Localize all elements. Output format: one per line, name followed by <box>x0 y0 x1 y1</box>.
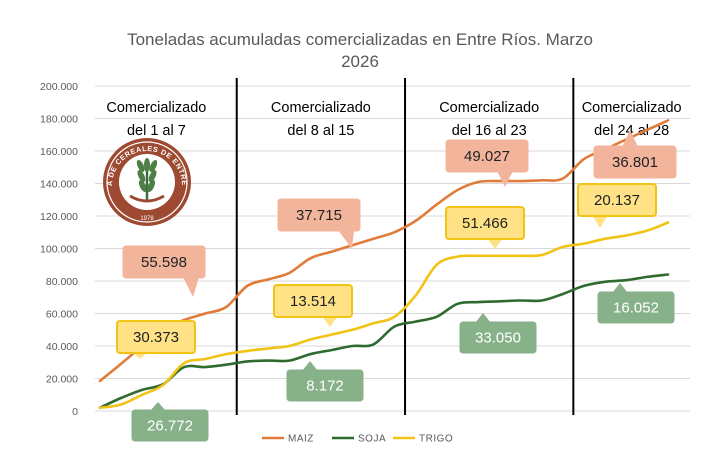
y-tick-label: 40.000 <box>46 341 78 353</box>
callout-box <box>122 245 206 279</box>
legend-label: SOJA <box>358 434 386 445</box>
callout-soja: 26.772 <box>131 402 209 442</box>
callout-box <box>131 409 209 442</box>
callout-value: 20.137 <box>594 192 640 209</box>
legend: MAIZ SOJA TRIGO <box>262 434 453 445</box>
legend-item-maiz: MAIZ <box>262 434 314 445</box>
callout-pointer <box>322 316 338 327</box>
callout-maiz: 37.715 <box>277 198 361 249</box>
y-tick-label: 140.000 <box>40 179 78 191</box>
y-tick-label: 120.000 <box>40 211 78 223</box>
y-tick-label: 80.000 <box>46 276 78 288</box>
callout-maiz: 49.027 <box>445 139 529 187</box>
period-label-line-2: del 1 al 7 <box>127 123 186 139</box>
callout-soja: 8.172 <box>286 361 364 402</box>
callout-box <box>597 291 675 324</box>
callout-maiz: 55.598 <box>122 245 206 297</box>
callout-soja: 16.052 <box>597 283 675 324</box>
callout-value: 49.027 <box>464 148 510 165</box>
callout-value: 13.514 <box>290 293 336 310</box>
y-axis-tick-labels: 0 20.000 40.000 60.000 80.000 100.000 120.000 1… <box>40 81 78 418</box>
callout-value: 16.052 <box>613 300 659 317</box>
callout-pointer <box>622 130 638 147</box>
callout-value: 51.466 <box>462 215 508 232</box>
callout-value: 37.715 <box>296 207 342 224</box>
legend-item-trigo: TRIGO <box>393 434 453 445</box>
series-line-trigo <box>98 221 670 410</box>
y-tick-label: 200.000 <box>40 81 78 93</box>
legend-label: TRIGO <box>419 434 453 445</box>
period-labels: Comercializado del 1 al 7 Comercializado de… <box>106 100 681 139</box>
callout-trigo: 13.514 <box>273 284 353 327</box>
callout-pointer <box>497 171 513 187</box>
y-tick-label: 180.000 <box>40 114 78 126</box>
callout-pointer <box>592 215 608 228</box>
logo-ring-line <box>106 141 188 223</box>
logo-year: 1978 <box>140 216 154 222</box>
period-total-callouts: 55.598 30.373 26.772 37.715 13.514 8.172 49.02… <box>116 130 677 442</box>
callout-pointer <box>612 283 628 293</box>
callout-pointer <box>183 277 199 297</box>
callout-value: 8.172 <box>306 378 344 395</box>
series-lines <box>98 119 670 410</box>
callout-value: 36.801 <box>612 154 658 171</box>
callout-value: 33.050 <box>475 330 521 347</box>
callout-box <box>459 321 537 354</box>
y-tick-label: 100.000 <box>40 244 78 256</box>
chart-title-line-1: Toneladas acumuladas comercializadas en … <box>127 30 593 49</box>
wheat-icon <box>129 158 165 203</box>
callout-pointer <box>487 238 503 249</box>
period-label-line-2: del 8 al 15 <box>287 123 354 139</box>
callout-pointer <box>302 361 318 371</box>
callout-pointer <box>150 402 166 411</box>
series-line-maiz <box>98 119 670 383</box>
callout-value: 55.598 <box>141 254 187 271</box>
callout-maiz: 36.801 <box>593 130 677 179</box>
callout-box <box>593 145 677 179</box>
callout-box <box>445 206 525 240</box>
chart-title: Toneladas acumuladas comercializadas en … <box>127 30 593 71</box>
callout-box <box>577 183 657 217</box>
legend-item-soja: SOJA <box>332 434 386 445</box>
period-label-line-2: del 16 al 23 <box>452 123 527 139</box>
callout-box <box>277 198 361 232</box>
callout-value: 26.772 <box>147 418 193 435</box>
period-label-line-1: Comercializado <box>582 100 682 116</box>
y-tick-label: 20.000 <box>46 374 78 386</box>
callout-soja: 33.050 <box>459 313 537 354</box>
callout-box <box>273 284 353 318</box>
series-line-soja <box>98 273 670 410</box>
callout-trigo: 30.373 <box>116 320 196 359</box>
callout-trigo: 20.137 <box>577 183 657 228</box>
callout-box <box>116 320 196 354</box>
period-label-line-1: Comercializado <box>271 100 371 116</box>
y-tick-label: 0 <box>72 406 78 418</box>
legend-label: MAIZ <box>288 434 314 445</box>
period-label-line-1: Comercializado <box>106 100 206 116</box>
y-tick-label: 60.000 <box>46 309 78 321</box>
callout-box <box>445 139 529 173</box>
callout-box <box>286 369 364 402</box>
period-dividers <box>235 78 575 415</box>
chart-title-line-2: 2026 <box>341 52 379 71</box>
y-tick-label: 160.000 <box>40 146 78 158</box>
callout-value: 30.373 <box>133 329 179 346</box>
callout-trigo: 51.466 <box>445 206 525 249</box>
period-label-line-1: Comercializado <box>439 100 539 116</box>
callout-pointer <box>475 313 491 323</box>
callout-pointer <box>338 230 354 249</box>
